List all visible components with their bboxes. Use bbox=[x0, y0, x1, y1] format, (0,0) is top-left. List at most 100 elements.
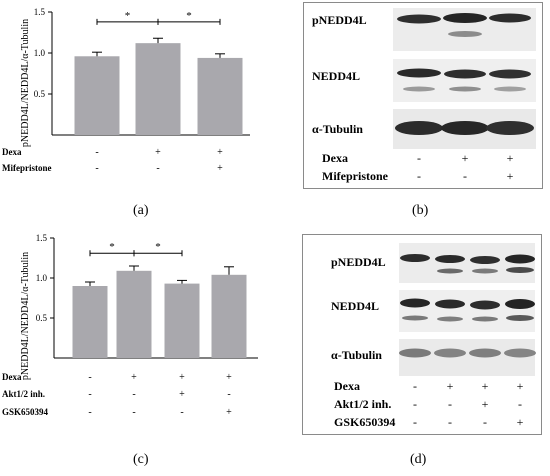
sign: + bbox=[226, 407, 232, 418]
band bbox=[505, 299, 535, 309]
sign: + bbox=[131, 372, 137, 383]
treatment-table-a bbox=[0, 0, 275, 190]
sign: - bbox=[463, 169, 467, 183]
y-axis-label: pNEDD4L/NEDD4L/α-Tubulin bbox=[20, 252, 31, 380]
bar bbox=[116, 270, 152, 358]
y-tick-label: 1.5 bbox=[34, 7, 46, 17]
blot-panel-b: pNEDD4L NEDD4L α-Tubulin Dexa Mifepristo… bbox=[303, 2, 543, 189]
band bbox=[444, 69, 486, 79]
significance-label: * bbox=[125, 10, 131, 22]
blot-strip-pnedd4l bbox=[399, 243, 535, 283]
sign: - bbox=[88, 407, 91, 418]
panel-label-d: (d) bbox=[410, 452, 427, 467]
band bbox=[435, 255, 465, 263]
blot-image-d: pNEDD4L NEDD4L α-Tubulin Dexa Akt1/2 inh… bbox=[331, 243, 536, 429]
sign: - bbox=[483, 415, 487, 429]
sign: - bbox=[88, 372, 91, 383]
band bbox=[397, 68, 441, 78]
blot-strip-nedd4l bbox=[393, 59, 536, 102]
blot-panel-d: pNEDD4L NEDD4L α-Tubulin Dexa Akt1/2 inh… bbox=[302, 234, 542, 435]
chart-c: pNEDD4L/NEDD4L/α-Tubulin 0.5 1.0 1.5 * * Dexa… bbox=[2, 233, 258, 418]
band bbox=[395, 121, 443, 135]
sign: + bbox=[482, 379, 489, 393]
panel-label-b: (b) bbox=[412, 203, 429, 218]
band bbox=[489, 13, 531, 23]
bar bbox=[197, 57, 243, 135]
band bbox=[489, 69, 531, 79]
band bbox=[470, 256, 500, 264]
y-tick-label: 1.0 bbox=[36, 273, 48, 283]
sign: - bbox=[413, 379, 417, 393]
band-label: pNEDD4L bbox=[331, 255, 386, 269]
sign: - bbox=[180, 407, 183, 418]
sign: + bbox=[482, 397, 489, 411]
band-label: α-Tubulin bbox=[331, 348, 382, 362]
row-label: Mifepristone bbox=[322, 169, 389, 183]
chart-a: pNEDD4L/NEDD4L/α-Tubulin 0.5 1.0 1.5 * * Dexa… bbox=[2, 7, 250, 174]
y-tick-label: 0.5 bbox=[36, 313, 48, 323]
band-label: NEDD4L bbox=[312, 69, 360, 83]
bar bbox=[164, 283, 200, 358]
sign: - bbox=[95, 163, 98, 174]
band bbox=[400, 254, 430, 262]
band bbox=[486, 121, 534, 135]
band bbox=[399, 348, 431, 358]
sign: + bbox=[507, 151, 514, 165]
sign: - bbox=[413, 397, 417, 411]
row-label: GSK650394 bbox=[2, 407, 49, 417]
plot-area: 0.5 1.0 1.5 * * Dexa - + + + Akt1/2 inh. - - + - GSK650… bbox=[2, 233, 258, 418]
row-label: Akt1/2 inh. bbox=[334, 397, 391, 411]
band bbox=[469, 348, 501, 358]
band bbox=[434, 348, 466, 358]
band bbox=[443, 13, 487, 23]
band bbox=[505, 254, 535, 264]
sign: + bbox=[226, 372, 232, 383]
y-tick-label: 0.5 bbox=[34, 89, 46, 99]
band bbox=[403, 86, 435, 92]
sign: + bbox=[155, 147, 161, 158]
sign: - bbox=[417, 151, 421, 165]
sign: - bbox=[132, 389, 135, 400]
band bbox=[449, 86, 481, 92]
sign: + bbox=[517, 379, 524, 393]
panel-label-a: (a) bbox=[133, 203, 149, 218]
row-label: Dexa bbox=[322, 151, 348, 165]
band bbox=[504, 348, 536, 358]
blot-strip-nedd4l bbox=[399, 290, 535, 332]
row-label: GSK650394 bbox=[334, 415, 395, 429]
sign: - bbox=[413, 415, 417, 429]
sign: + bbox=[217, 147, 223, 158]
sign: + bbox=[507, 169, 514, 183]
sign: - bbox=[132, 407, 135, 418]
band bbox=[506, 267, 534, 273]
sign: - bbox=[227, 389, 230, 400]
band-label: NEDD4L bbox=[331, 299, 379, 313]
sign-grid-d: - + + + - - + - - - - + bbox=[413, 379, 524, 429]
bar bbox=[74, 56, 120, 135]
band bbox=[402, 315, 428, 321]
blot-strip-tubulin bbox=[399, 339, 535, 376]
sign: - bbox=[88, 389, 91, 400]
sign: + bbox=[517, 415, 524, 429]
plot-area: 0.5 1.0 1.5 * * Dexa - + + Mifepristone - - + bbox=[2, 7, 250, 174]
y-tick-label: 1.5 bbox=[36, 233, 48, 243]
band bbox=[441, 121, 489, 135]
band-label: α-Tubulin bbox=[312, 122, 363, 136]
bar bbox=[135, 43, 181, 135]
band bbox=[472, 316, 498, 322]
band bbox=[397, 14, 441, 24]
band-label: pNEDD4L bbox=[312, 13, 367, 27]
band bbox=[437, 316, 463, 322]
band bbox=[470, 300, 500, 310]
row-label: Mifepristone bbox=[2, 163, 52, 173]
bar bbox=[211, 274, 247, 358]
band bbox=[506, 315, 534, 321]
band bbox=[448, 31, 482, 37]
sign: - bbox=[156, 163, 159, 174]
band bbox=[472, 268, 498, 274]
sign: + bbox=[217, 163, 223, 174]
blot-image-b: pNEDD4L NEDD4L α-Tubulin Dexa Mifepristo… bbox=[312, 8, 536, 183]
bar bbox=[72, 286, 108, 358]
sign: - bbox=[448, 415, 452, 429]
row-label: Akt1/2 inh. bbox=[2, 389, 45, 399]
